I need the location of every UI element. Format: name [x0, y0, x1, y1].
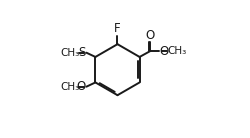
- Text: O: O: [76, 80, 86, 93]
- Text: S: S: [78, 46, 86, 59]
- Text: O: O: [146, 29, 155, 42]
- Text: O: O: [160, 45, 169, 58]
- Text: CH₃: CH₃: [60, 82, 79, 92]
- Text: CH₃: CH₃: [168, 46, 187, 56]
- Text: F: F: [114, 22, 121, 35]
- Text: CH₃: CH₃: [60, 48, 79, 58]
